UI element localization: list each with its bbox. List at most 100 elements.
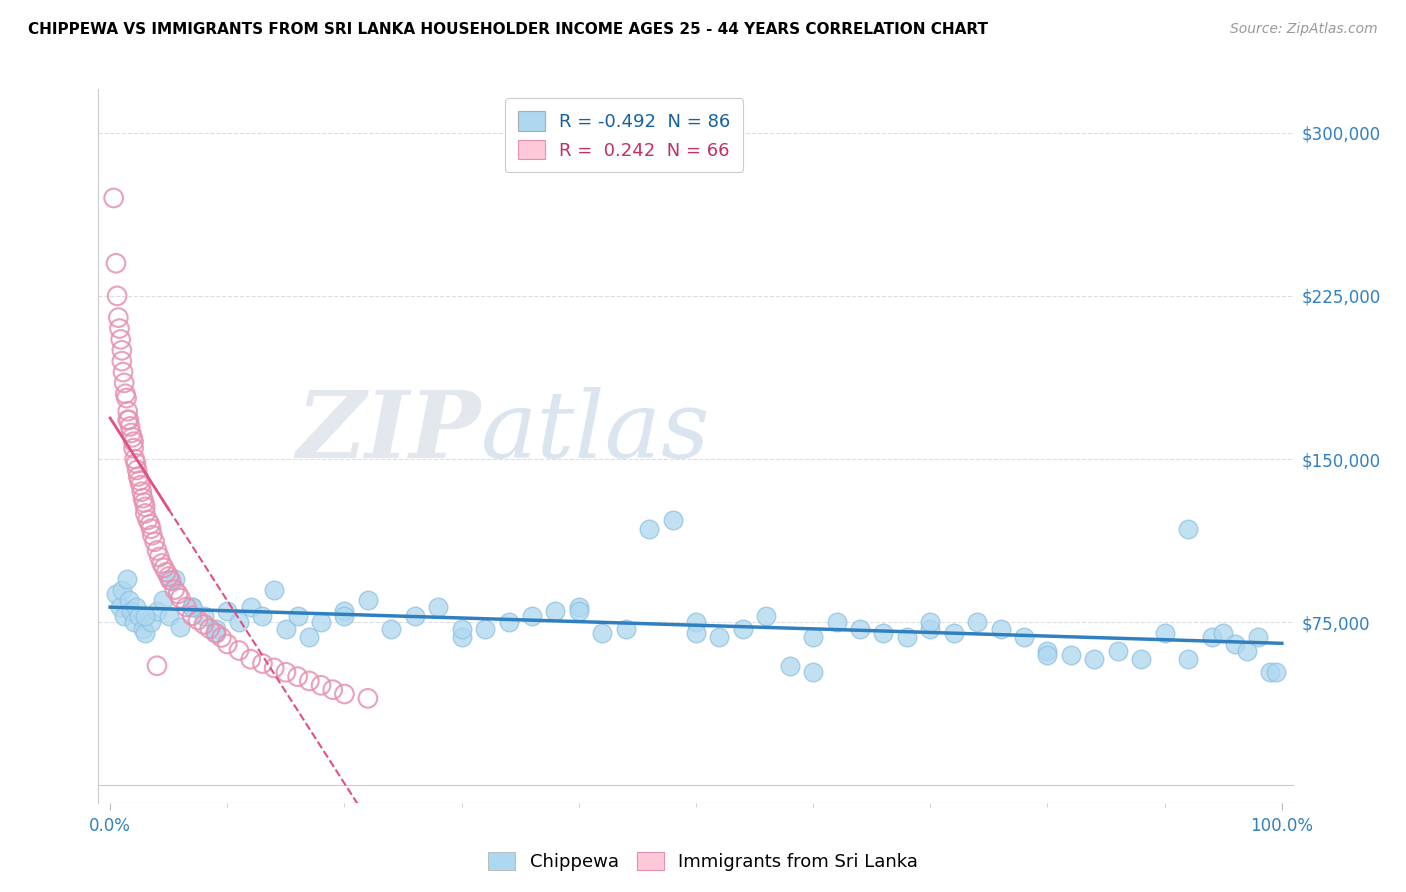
Point xyxy=(568,604,591,618)
Point xyxy=(111,354,134,368)
Point xyxy=(474,622,496,636)
Point xyxy=(111,582,134,597)
Point xyxy=(1212,626,1234,640)
Text: atlas: atlas xyxy=(481,387,710,476)
Point xyxy=(105,289,128,303)
Point xyxy=(146,543,169,558)
Point xyxy=(228,643,250,657)
Point xyxy=(685,626,707,640)
Point xyxy=(252,657,274,671)
Point xyxy=(181,599,204,614)
Point xyxy=(120,604,142,618)
Point xyxy=(1236,643,1258,657)
Point xyxy=(920,615,942,630)
Point xyxy=(160,574,183,588)
Point xyxy=(134,626,156,640)
Point xyxy=(1177,522,1199,536)
Point xyxy=(118,593,141,607)
Point xyxy=(252,608,274,623)
Point xyxy=(112,608,135,623)
Point xyxy=(155,565,177,579)
Text: ZIP: ZIP xyxy=(297,387,481,476)
Point xyxy=(1107,643,1129,657)
Point xyxy=(544,604,567,618)
Point xyxy=(1130,652,1153,666)
Point xyxy=(167,587,190,601)
Point xyxy=(141,528,163,542)
Point xyxy=(111,343,134,358)
Point xyxy=(1036,648,1059,662)
Point xyxy=(193,608,215,623)
Point xyxy=(638,522,661,536)
Point xyxy=(825,615,848,630)
Point xyxy=(120,419,141,434)
Point xyxy=(146,604,169,618)
Point xyxy=(115,572,138,586)
Point xyxy=(128,474,150,488)
Point xyxy=(942,626,965,640)
Point xyxy=(193,617,215,632)
Point xyxy=(134,500,156,514)
Point xyxy=(287,670,309,684)
Point xyxy=(112,376,135,390)
Point xyxy=(450,622,472,636)
Point xyxy=(709,631,731,645)
Point xyxy=(357,691,380,706)
Point xyxy=(228,615,250,630)
Point xyxy=(107,310,129,325)
Point xyxy=(117,413,139,427)
Point xyxy=(129,478,152,492)
Point xyxy=(239,652,262,666)
Point xyxy=(122,434,145,449)
Point xyxy=(801,631,824,645)
Text: Source: ZipAtlas.com: Source: ZipAtlas.com xyxy=(1230,22,1378,37)
Point xyxy=(896,631,918,645)
Point xyxy=(1265,665,1288,680)
Point xyxy=(309,615,332,630)
Point xyxy=(614,622,637,636)
Point xyxy=(108,599,131,614)
Point xyxy=(121,430,143,444)
Point xyxy=(174,599,197,614)
Point xyxy=(990,622,1012,636)
Point xyxy=(128,608,150,623)
Point xyxy=(211,631,233,645)
Point xyxy=(801,665,824,680)
Point xyxy=(169,591,191,606)
Point xyxy=(274,665,297,680)
Point xyxy=(204,622,226,636)
Point xyxy=(120,425,142,440)
Point xyxy=(217,604,239,618)
Point xyxy=(274,622,297,636)
Point xyxy=(1083,652,1105,666)
Text: CHIPPEWA VS IMMIGRANTS FROM SRI LANKA HOUSEHOLDER INCOME AGES 25 - 44 YEARS CORR: CHIPPEWA VS IMMIGRANTS FROM SRI LANKA HO… xyxy=(28,22,988,37)
Point xyxy=(287,608,309,623)
Point xyxy=(427,599,450,614)
Point xyxy=(1177,652,1199,666)
Point xyxy=(127,469,149,483)
Point xyxy=(966,615,988,630)
Legend: R = -0.492  N = 86, R =  0.242  N = 66: R = -0.492 N = 86, R = 0.242 N = 66 xyxy=(505,98,744,172)
Point xyxy=(118,413,141,427)
Point xyxy=(217,637,239,651)
Point xyxy=(920,622,942,636)
Point xyxy=(591,626,613,640)
Point xyxy=(357,593,380,607)
Point xyxy=(125,599,148,614)
Point xyxy=(872,626,894,640)
Point xyxy=(309,678,332,692)
Point xyxy=(132,491,155,506)
Point xyxy=(1012,631,1035,645)
Point xyxy=(125,457,148,471)
Point xyxy=(404,608,426,623)
Point xyxy=(134,608,156,623)
Point xyxy=(333,604,356,618)
Point xyxy=(568,599,591,614)
Point xyxy=(112,365,135,379)
Point xyxy=(141,615,163,630)
Point xyxy=(685,615,707,630)
Point xyxy=(124,452,146,467)
Point xyxy=(263,582,285,597)
Point xyxy=(181,599,204,614)
Point xyxy=(380,622,402,636)
